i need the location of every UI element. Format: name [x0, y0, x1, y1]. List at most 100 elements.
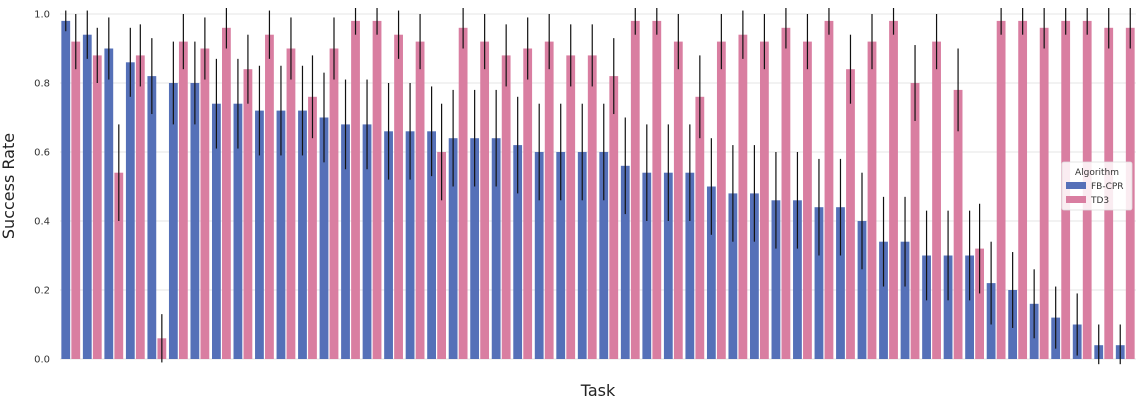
bar-fb-cpr [879, 241, 888, 359]
bar-td3 [544, 41, 554, 359]
bar-td3 [329, 48, 339, 359]
bar-fb-cpr [147, 76, 157, 359]
bar-td3 [372, 20, 382, 360]
bar-fb-cpr [212, 103, 221, 359]
bar-td3 [1018, 20, 1028, 360]
bar-fb-cpr [771, 200, 781, 359]
bar-td3 [867, 41, 877, 359]
bar-fb-cpr [384, 131, 393, 359]
legend-label-td3: TD3 [1090, 196, 1109, 206]
legend: Algorithm FB-CPR TD3 [1061, 161, 1133, 211]
bar-td3 [200, 48, 210, 359]
bar-fb-cpr [470, 138, 480, 359]
bars [61, 20, 1135, 360]
bar-td3 [135, 55, 145, 360]
bar-td3 [652, 20, 662, 360]
bar-td3 [1039, 27, 1049, 360]
legend-title: Algorithm [1075, 168, 1119, 178]
y-tick-label: 0.0 [34, 355, 50, 366]
y-tick-label: 0.2 [34, 286, 50, 297]
bar-fb-cpr [577, 152, 587, 359]
bar-fb-cpr [620, 165, 630, 359]
error-bars [65, 8, 1131, 365]
bar-fb-cpr [836, 207, 845, 359]
bar-fb-cpr [685, 172, 695, 359]
bar-td3 [222, 27, 231, 360]
y-axis-title: Success Rate [0, 133, 18, 239]
bar-td3 [889, 20, 898, 360]
bar-td3 [415, 41, 425, 359]
bar-fb-cpr [534, 152, 544, 359]
bar-td3 [803, 41, 812, 359]
bar-fb-cpr [750, 193, 759, 359]
bar-fb-cpr [125, 62, 135, 360]
bar-fb-cpr [427, 131, 436, 359]
bar-fb-cpr [728, 193, 738, 359]
bar-td3 [351, 20, 360, 360]
bar-td3 [243, 69, 253, 359]
bar-fb-cpr [255, 110, 264, 359]
bar-fb-cpr [793, 200, 802, 359]
bar-td3 [286, 48, 296, 359]
bar-fb-cpr [319, 117, 329, 359]
bar-td3 [760, 41, 769, 359]
bar-td3 [695, 96, 705, 360]
bar-fb-cpr [943, 255, 953, 359]
bar-fb-cpr [599, 152, 609, 359]
bar-fb-cpr [922, 255, 931, 359]
bar-fb-cpr [104, 48, 114, 359]
legend-label-fb-cpr: FB-CPR [1091, 182, 1124, 192]
bar-td3 [566, 55, 576, 360]
bar-fb-cpr [61, 20, 71, 360]
bar-fb-cpr [405, 131, 415, 359]
bar-td3 [975, 248, 984, 359]
bar-td3 [738, 34, 748, 359]
bar-td3 [92, 55, 102, 360]
bar-fb-cpr [448, 138, 458, 359]
bar-td3 [114, 172, 124, 359]
bar-td3 [953, 89, 963, 360]
bar-td3 [781, 27, 791, 360]
bar-td3 [673, 41, 683, 359]
bar-fb-cpr [341, 124, 350, 360]
y-tick-label: 0.6 [34, 148, 50, 159]
bar-fb-cpr [556, 152, 566, 359]
bar-td3 [932, 41, 941, 359]
bar-fb-cpr [900, 241, 910, 359]
y-tick-labels: 0.0 0.2 0.4 0.6 0.8 1.0 [34, 10, 50, 366]
bar-fb-cpr [168, 83, 178, 359]
bar-td3 [265, 34, 274, 359]
bar-td3 [394, 34, 403, 359]
bar-td3 [609, 76, 619, 359]
bar-fb-cpr [814, 207, 824, 359]
bar-td3 [523, 48, 533, 359]
bar-td3 [846, 69, 855, 359]
bar-td3 [71, 41, 81, 359]
bar-td3 [716, 41, 726, 359]
bar-fb-cpr [642, 172, 652, 359]
bar-td3 [308, 96, 317, 360]
bar-td3 [178, 41, 188, 359]
bar-td3 [458, 27, 468, 360]
bar-td3 [996, 20, 1006, 360]
bar-td3 [587, 55, 597, 360]
bar-fb-cpr [276, 110, 286, 359]
x-axis-title: Task [580, 381, 616, 400]
bar-fb-cpr [965, 255, 974, 359]
bar-td3 [437, 152, 446, 359]
bar-fb-cpr [857, 221, 867, 359]
bar-td3 [501, 55, 511, 360]
bar-td3 [480, 41, 490, 359]
bar-fb-cpr [513, 145, 523, 359]
legend-swatch-td3 [1066, 196, 1086, 203]
y-tick-label: 0.4 [34, 217, 50, 228]
bar-td3 [630, 20, 640, 360]
bar-fb-cpr [491, 138, 501, 359]
y-tick-label: 1.0 [34, 10, 50, 21]
legend-swatch-fb-cpr [1066, 182, 1086, 189]
grid-lines [60, 13, 1136, 360]
bar-fb-cpr [706, 186, 716, 359]
bar-fb-cpr [82, 34, 92, 359]
y-tick-label: 0.8 [34, 79, 50, 90]
